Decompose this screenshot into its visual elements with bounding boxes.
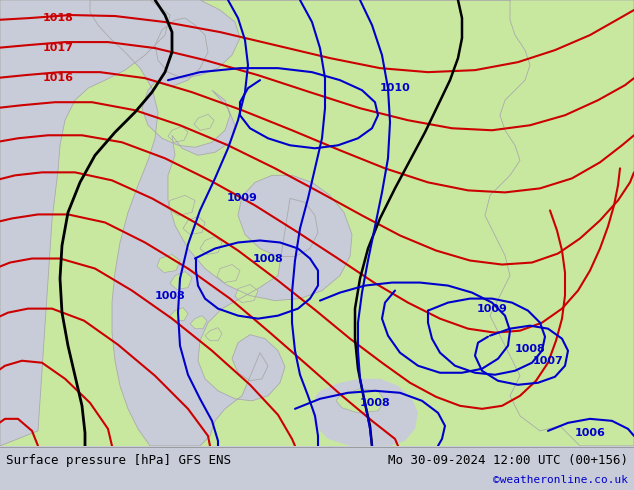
- Polygon shape: [200, 237, 222, 254]
- Polygon shape: [0, 0, 634, 446]
- Polygon shape: [0, 0, 170, 446]
- Text: 1008: 1008: [155, 291, 185, 300]
- Polygon shape: [217, 265, 240, 283]
- Text: 1009: 1009: [477, 304, 507, 314]
- Polygon shape: [0, 0, 634, 446]
- Text: Surface pressure [hPa] GFS ENS: Surface pressure [hPa] GFS ENS: [6, 454, 231, 467]
- Polygon shape: [312, 379, 418, 446]
- Polygon shape: [170, 271, 192, 290]
- Text: 1016: 1016: [42, 73, 74, 83]
- Polygon shape: [157, 254, 180, 272]
- Polygon shape: [90, 0, 352, 446]
- Polygon shape: [345, 386, 405, 433]
- Polygon shape: [235, 285, 258, 303]
- Polygon shape: [190, 316, 207, 329]
- Text: 1010: 1010: [380, 83, 410, 93]
- Text: 1006: 1006: [574, 428, 605, 438]
- Polygon shape: [183, 217, 205, 235]
- Text: 1008: 1008: [252, 253, 283, 264]
- Polygon shape: [168, 196, 195, 216]
- Text: 1008: 1008: [515, 343, 545, 354]
- Polygon shape: [168, 126, 188, 142]
- Polygon shape: [194, 114, 214, 130]
- Text: 1008: 1008: [359, 398, 391, 408]
- Text: ©weatheronline.co.uk: ©weatheronline.co.uk: [493, 475, 628, 485]
- Text: 1007: 1007: [533, 356, 564, 366]
- Text: 1017: 1017: [42, 43, 74, 53]
- Text: 1018: 1018: [42, 13, 74, 23]
- Polygon shape: [170, 308, 188, 320]
- Polygon shape: [205, 328, 222, 341]
- Text: 1009: 1009: [226, 194, 257, 203]
- Text: Mo 30-09-2024 12:00 UTC (00+156): Mo 30-09-2024 12:00 UTC (00+156): [388, 454, 628, 467]
- Polygon shape: [336, 389, 385, 413]
